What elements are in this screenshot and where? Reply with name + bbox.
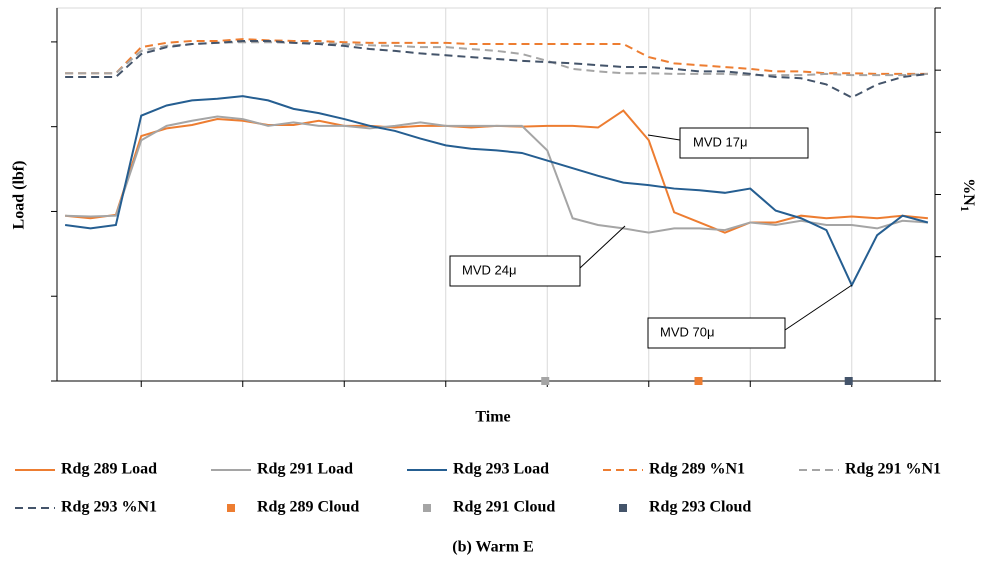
legend-swatch <box>227 504 235 512</box>
annotation-arrow <box>579 225 626 269</box>
annotation: MVD 24μ <box>462 262 516 277</box>
plot-area <box>56 7 936 382</box>
legend-label: Rdg 291 %N1 <box>845 461 941 478</box>
series-line <box>64 95 929 288</box>
series-line <box>65 41 928 77</box>
y2-axis-label-main: %N <box>960 178 977 206</box>
annotation: MVD 70μ <box>660 324 714 339</box>
cloud-marker <box>541 377 550 385</box>
annotation: MVD 17μ <box>693 134 747 149</box>
annotation-box <box>679 127 809 159</box>
y2-axis-label-sub: 1 <box>958 206 972 212</box>
series-line <box>65 115 928 234</box>
legend-swatch <box>423 504 431 512</box>
legend-label: Rdg 293 %N1 <box>61 499 157 516</box>
legend-label: Rdg 291 Cloud <box>453 499 555 516</box>
legend-label: Rdg 289 Load <box>61 461 157 478</box>
y2-axis-label: %N1 <box>958 178 977 212</box>
annotation-box <box>647 317 786 349</box>
chart-title: (b) Warm E <box>452 539 533 556</box>
legend-swatch <box>619 504 627 512</box>
legend-label: Rdg 293 Cloud <box>649 499 751 516</box>
legend-label: Rdg 293 Load <box>453 461 549 478</box>
annotation-box <box>449 255 581 287</box>
annotations: MVD 17μ MVD 24μ MVD 70μ <box>449 127 853 349</box>
legend-label: Rdg 289 Cloud <box>257 499 359 516</box>
series-line <box>65 39 929 99</box>
legend-label: Rdg 291 Load <box>257 461 353 478</box>
cloud-marker <box>694 377 703 385</box>
x-axis-label: Time <box>475 409 510 426</box>
cloud-marker <box>844 377 853 385</box>
annotation-arrow <box>647 134 681 141</box>
y-axis-label: Load (lbf) <box>11 161 28 230</box>
annotation-arrow <box>784 284 853 331</box>
series-line <box>65 38 928 75</box>
legend-label: Rdg 289 %N1 <box>649 461 745 478</box>
